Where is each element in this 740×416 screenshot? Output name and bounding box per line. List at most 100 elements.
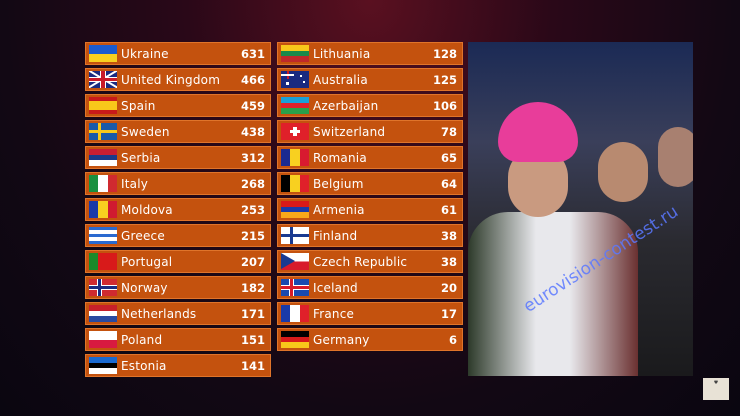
country-points: 215 <box>240 228 265 243</box>
country-points: 38 <box>440 254 457 269</box>
scoreboard-row: Switzerland 78 <box>277 120 463 143</box>
scoreboard-row: Greece 215 <box>85 224 271 247</box>
scoreboard-row: France 17 <box>277 302 463 325</box>
scoreboard-row: Lithuania 128 <box>277 42 463 65</box>
flag-icon <box>89 201 117 218</box>
country-name: Finland <box>313 228 358 243</box>
country-points: 631 <box>240 46 265 61</box>
scoreboard-row: Germany 6 <box>277 328 463 351</box>
flag-icon <box>89 305 117 322</box>
scoreboard-row: Armenia 61 <box>277 198 463 221</box>
flag-icon <box>89 45 117 62</box>
flag-icon <box>281 45 309 62</box>
country-name: Greece <box>121 228 165 243</box>
country-points: 182 <box>240 280 265 295</box>
flag-icon <box>89 123 117 140</box>
country-points: 61 <box>440 202 457 217</box>
country-name: Estonia <box>121 358 167 373</box>
country-points: 106 <box>432 98 457 113</box>
flag-icon <box>89 71 117 88</box>
country-points: 459 <box>240 98 265 113</box>
country-name: Portugal <box>121 254 173 269</box>
country-name: Belgium <box>313 176 364 191</box>
scoreboard-row: Sweden 438 <box>85 120 271 143</box>
country-points: 6 <box>448 332 457 347</box>
flag-icon <box>89 357 117 374</box>
country-name: France <box>313 306 355 321</box>
country-points: 312 <box>240 150 265 165</box>
flag-icon <box>89 279 117 296</box>
country-points: 151 <box>240 332 265 347</box>
country-name: United Kingdom <box>121 72 221 87</box>
country-name: Serbia <box>121 150 161 165</box>
flag-icon <box>89 175 117 192</box>
winner-video-feed <box>468 42 693 376</box>
scoreboard-row: Italy 268 <box>85 172 271 195</box>
country-name: Armenia <box>313 202 365 217</box>
scoreboard-row: Serbia 312 <box>85 146 271 169</box>
scoreboard-row: Finland 38 <box>277 224 463 247</box>
country-points: 207 <box>240 254 265 269</box>
scoreboard-row: Portugal 207 <box>85 250 271 273</box>
scoreboard-row: Azerbaijan 106 <box>277 94 463 117</box>
flag-icon <box>89 227 117 244</box>
country-points: 268 <box>240 176 265 191</box>
scoreboard-row: Poland 151 <box>85 328 271 351</box>
country-name: Italy <box>121 176 149 191</box>
country-points: 128 <box>432 46 457 61</box>
country-name: Switzerland <box>313 124 386 139</box>
country-name: Netherlands <box>121 306 197 321</box>
flag-icon <box>89 253 117 270</box>
country-name: Romania <box>313 150 367 165</box>
flag-icon <box>281 71 309 88</box>
scoreboard-row: Ukraine 631 <box>85 42 271 65</box>
flag-icon <box>89 149 117 166</box>
flag-icon <box>281 305 309 322</box>
scoreboard-right-column: Lithuania 128 Australia 125 Azerbaijan 106 Swi… <box>277 42 463 354</box>
flag-icon <box>281 227 309 244</box>
country-points: 65 <box>440 150 457 165</box>
flag-icon <box>281 97 309 114</box>
country-name: Sweden <box>121 124 170 139</box>
country-points: 78 <box>440 124 457 139</box>
scoreboard-row: Romania 65 <box>277 146 463 169</box>
country-name: Poland <box>121 332 163 347</box>
flag-icon <box>281 201 309 218</box>
country-name: Lithuania <box>313 46 371 61</box>
scoreboard-row: Moldova 253 <box>85 198 271 221</box>
scoreboard-row: United Kingdom 466 <box>85 68 271 91</box>
country-points: 20 <box>440 280 457 295</box>
country-points: 466 <box>240 72 265 87</box>
country-points: 141 <box>240 358 265 373</box>
country-points: 17 <box>440 306 457 321</box>
country-points: 438 <box>240 124 265 139</box>
flag-icon <box>281 279 309 296</box>
country-name: Czech Republic <box>313 254 408 269</box>
country-points: 253 <box>240 202 265 217</box>
country-name: Moldova <box>121 202 173 217</box>
scoreboard-left-column: Ukraine 631 United Kingdom 466 Spain 459 Swede… <box>85 42 271 380</box>
country-name: Iceland <box>313 280 358 295</box>
flag-icon <box>281 149 309 166</box>
country-points: 171 <box>240 306 265 321</box>
scoreboard-row: Iceland 20 <box>277 276 463 299</box>
scoreboard-row: Belgium 64 <box>277 172 463 195</box>
scoreboard-row: Czech Republic 38 <box>277 250 463 273</box>
country-name: Germany <box>313 332 370 347</box>
scoreboard-row: Norway 182 <box>85 276 271 299</box>
scoreboard-row: Netherlands 171 <box>85 302 271 325</box>
country-points: 125 <box>432 72 457 87</box>
eurovision-logo: ♥ <box>703 378 729 400</box>
flag-icon <box>281 253 309 270</box>
country-points: 64 <box>440 176 457 191</box>
flag-icon <box>281 175 309 192</box>
scoreboard-row: Australia 125 <box>277 68 463 91</box>
scoreboard-row: Spain 459 <box>85 94 271 117</box>
flag-icon <box>89 331 117 348</box>
scoreboard-row: Estonia 141 <box>85 354 271 377</box>
country-name: Ukraine <box>121 46 169 61</box>
country-name: Spain <box>121 98 156 113</box>
flag-icon <box>281 331 309 348</box>
country-name: Azerbaijan <box>313 98 379 113</box>
country-points: 38 <box>440 228 457 243</box>
